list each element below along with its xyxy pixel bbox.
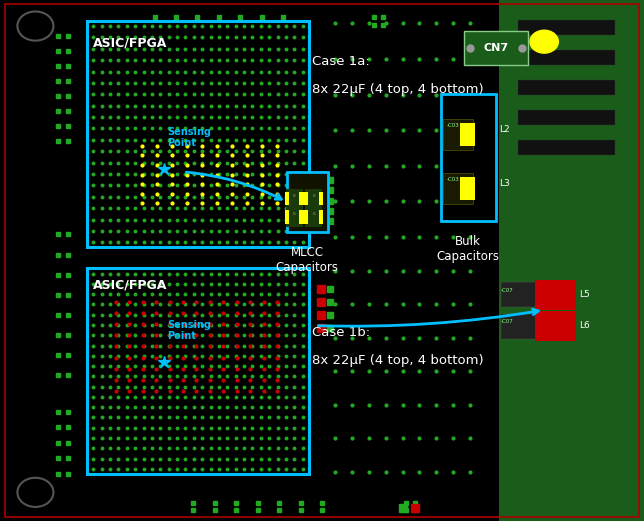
Text: Sensing
Point: Sensing Point [167,127,211,148]
Bar [285,210,289,224]
Bar [305,207,322,227]
Bar [501,314,546,339]
Circle shape [530,30,558,53]
Bar [304,192,308,205]
Bar [535,311,576,341]
Bar [304,210,308,224]
Bar [460,177,475,200]
Bar [464,31,528,65]
Text: ASIC/FPGA: ASIC/FPGA [93,36,167,49]
Text: L3: L3 [499,179,510,188]
Bar [319,192,323,205]
Text: L6: L6 [580,321,591,330]
Bar [299,192,304,205]
Text: CN7: CN7 [483,43,509,53]
Bar [286,207,303,227]
Text: B: B [293,194,296,198]
Text: B: B [312,212,315,216]
Bar [87,268,309,474]
Text: MLCC
Capacitors: MLCC Capacitors [276,246,339,274]
Circle shape [17,478,53,507]
Bar [518,80,615,95]
Bar [535,280,576,310]
Text: B: B [312,194,315,198]
Text: -C07: -C07 [501,288,514,293]
Text: -C07: -C07 [501,319,514,324]
Bar [305,189,322,208]
Bar [443,173,473,204]
Text: 8x 22μF (4 top, 4 bottom): 8x 22μF (4 top, 4 bottom) [312,83,484,96]
Text: L2: L2 [499,125,509,134]
Text: Case 1a:: Case 1a: [312,55,370,68]
Text: B: B [293,212,296,216]
Text: Case 1b:: Case 1b: [312,326,370,339]
Text: 8x 22μF (4 top, 4 bottom): 8x 22μF (4 top, 4 bottom) [312,354,484,367]
Bar [286,189,303,208]
Bar [499,0,644,521]
Text: -C03: -C03 [446,123,459,128]
Text: ASIC/FPGA: ASIC/FPGA [93,279,167,292]
Text: L5: L5 [580,290,591,299]
Bar [460,123,475,146]
Bar [285,192,289,205]
Bar [87,21,309,247]
Bar [443,119,473,151]
Bar [299,210,304,224]
Bar [518,50,615,66]
Bar [518,110,615,126]
Bar [518,20,615,35]
Bar [319,210,323,224]
Text: Sensing
Point: Sensing Point [167,320,211,341]
Bar [501,282,546,307]
Bar [441,94,496,221]
Text: -C03: -C03 [446,177,459,181]
Circle shape [17,11,53,41]
Bar [287,172,328,232]
Bar [518,140,615,155]
Text: Bulk
Capacitors: Bulk Capacitors [437,235,500,264]
